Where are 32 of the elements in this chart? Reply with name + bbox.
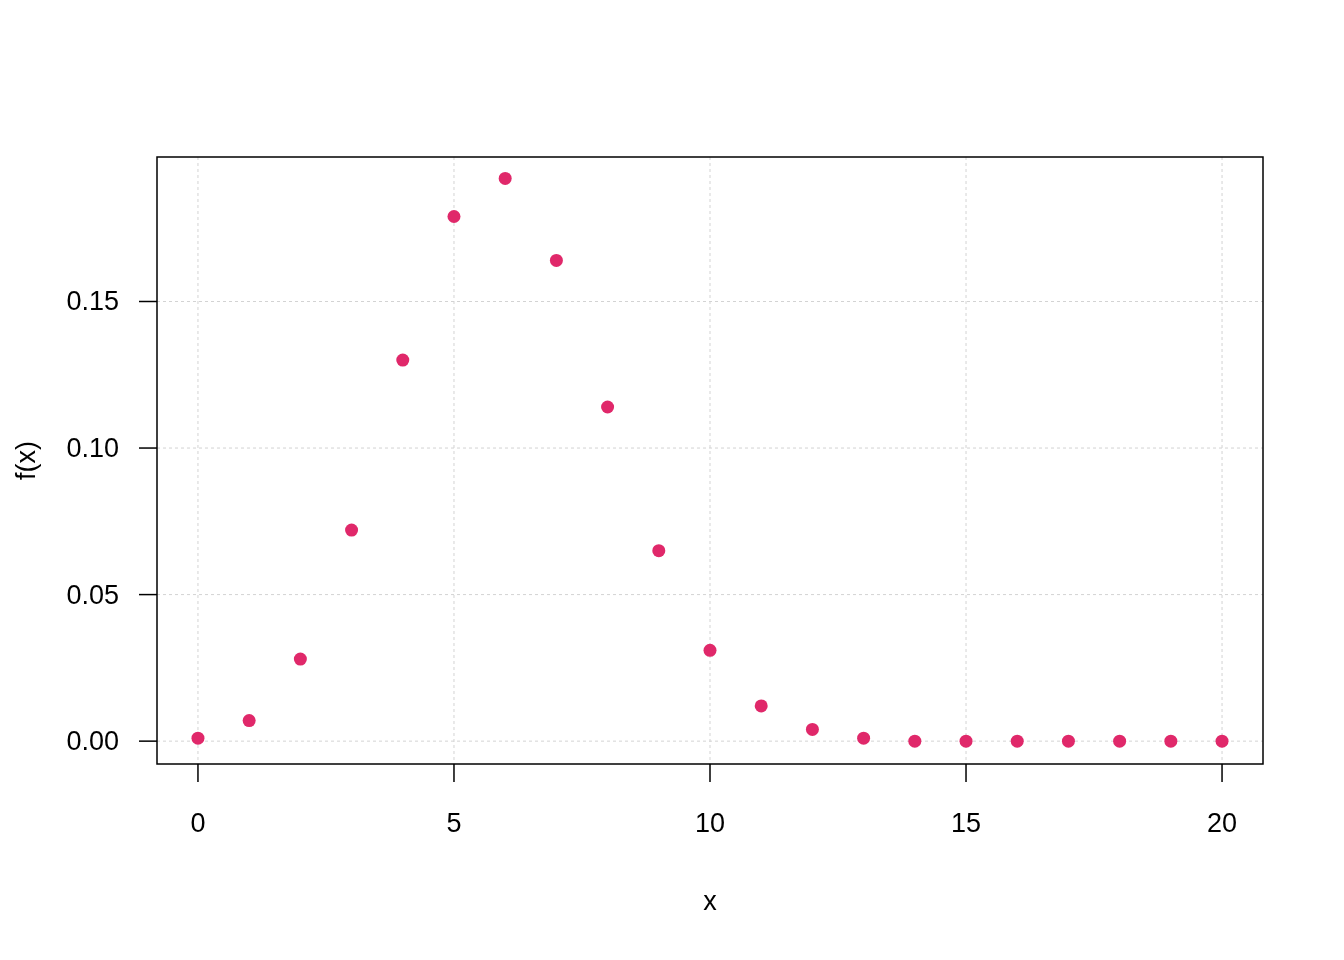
x-tick-label: 15 bbox=[951, 808, 982, 838]
point bbox=[805, 722, 819, 736]
x-tick-label: 0 bbox=[190, 808, 206, 838]
point bbox=[498, 171, 512, 185]
y-tick-label: 0.10 bbox=[66, 433, 119, 464]
point bbox=[1215, 734, 1229, 748]
point bbox=[549, 253, 563, 267]
point bbox=[1010, 734, 1024, 748]
point bbox=[703, 643, 717, 657]
point bbox=[908, 734, 922, 748]
point bbox=[1113, 734, 1127, 748]
y-tick-label: 0.05 bbox=[66, 579, 119, 610]
point bbox=[1061, 734, 1075, 748]
point bbox=[857, 731, 871, 745]
point bbox=[447, 210, 461, 223]
y-tick-label: 0.00 bbox=[66, 726, 119, 757]
x-tick-label: 20 bbox=[1207, 808, 1238, 838]
point bbox=[345, 523, 359, 537]
point bbox=[959, 734, 973, 748]
point bbox=[601, 400, 615, 414]
x-tick-label: 5 bbox=[446, 808, 462, 838]
point bbox=[754, 699, 768, 713]
point bbox=[652, 544, 666, 558]
point bbox=[191, 731, 205, 745]
point bbox=[1164, 734, 1178, 748]
point bbox=[242, 714, 256, 728]
x-tick-label: 10 bbox=[694, 808, 726, 838]
y-axis-title: f(x) bbox=[11, 441, 41, 480]
x-axis-title: x bbox=[703, 886, 718, 916]
point bbox=[396, 353, 410, 367]
y-tick-label: 0.15 bbox=[66, 286, 119, 317]
point bbox=[293, 652, 307, 666]
